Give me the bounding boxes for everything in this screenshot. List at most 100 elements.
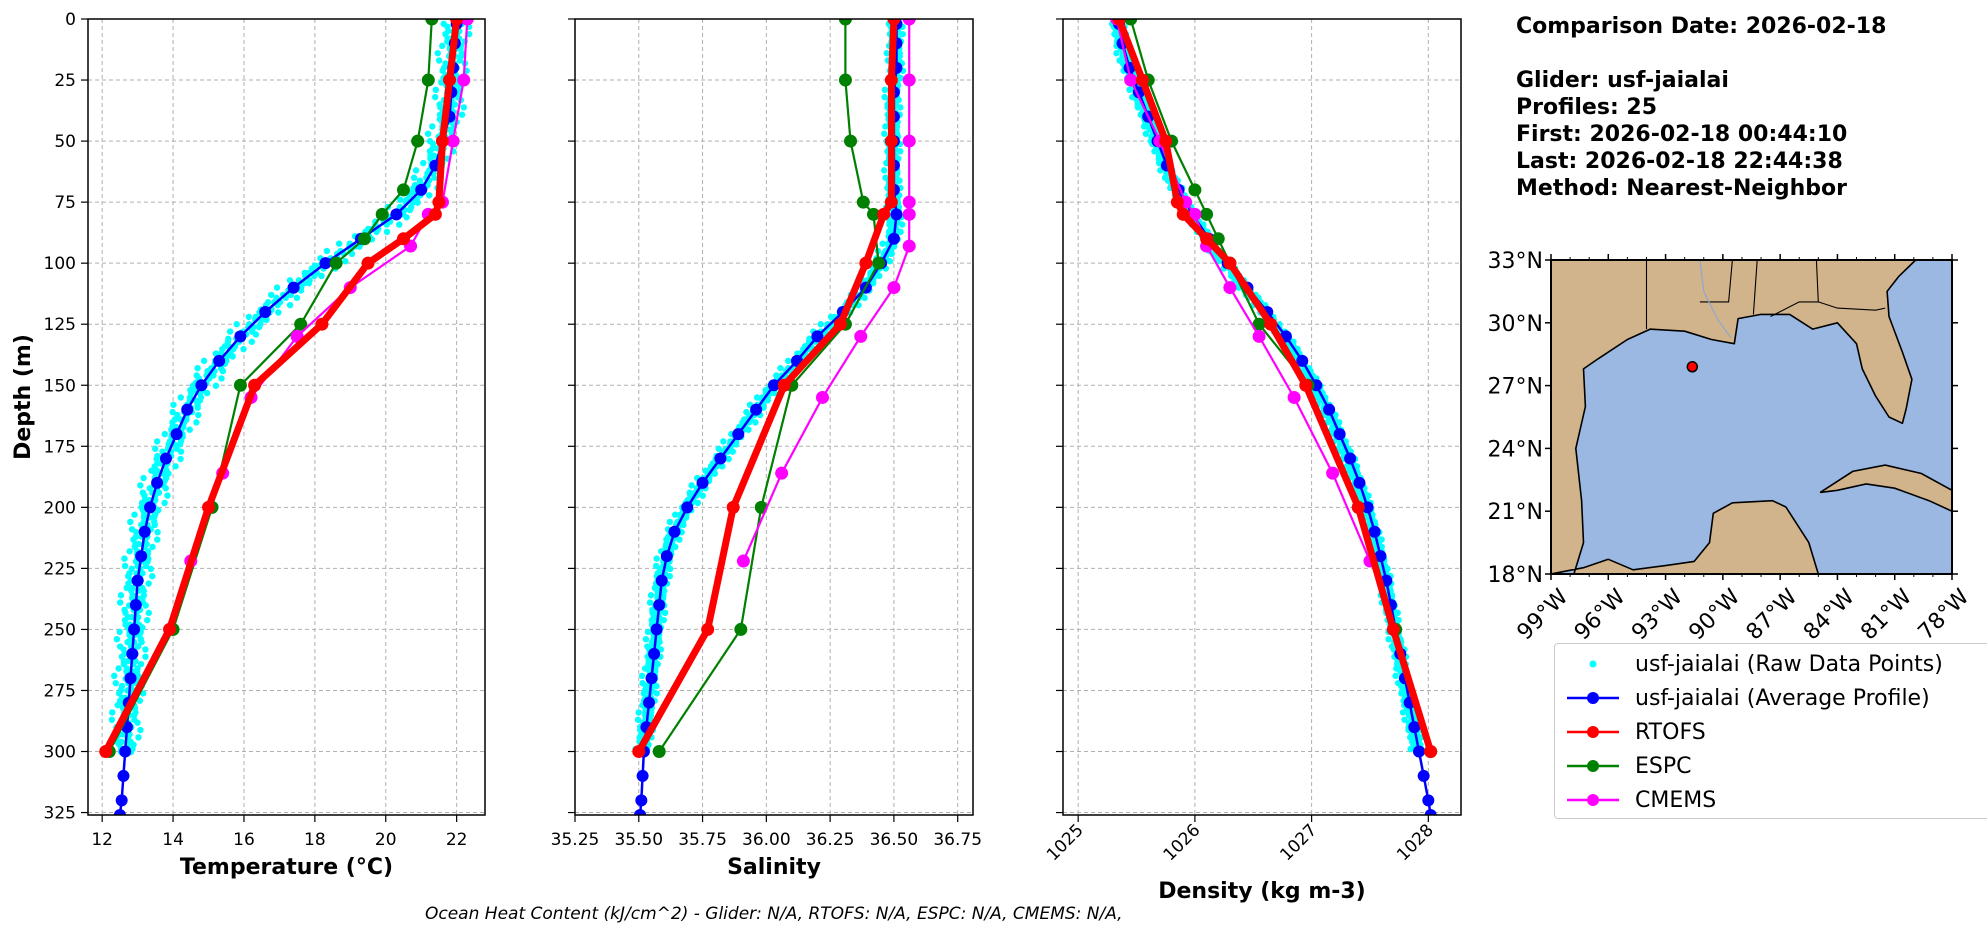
raw-data-point [896, 177, 903, 184]
x-tick-label: 35.50 [614, 830, 663, 850]
raw-data-point [1126, 86, 1133, 94]
series-point-glider [887, 232, 900, 245]
state-border [1818, 301, 1886, 311]
series-point-espc [867, 207, 880, 221]
series-point-espc [838, 73, 852, 87]
x-tick-label: 18 [304, 830, 326, 850]
y-tick-label: 200 [44, 498, 76, 518]
series-point-glider [129, 599, 142, 612]
legend-swatch-raw [1565, 654, 1621, 674]
series-point-espc [421, 73, 435, 87]
legend-swatch-rtofs [1565, 722, 1621, 742]
raw-data-point [458, 111, 466, 118]
raw-data-point [752, 419, 759, 426]
x-tick-label: 36.50 [870, 830, 919, 850]
series-point-rtofs [1424, 745, 1438, 759]
raw-data-point [240, 345, 247, 353]
y-tick-label: 325 [44, 804, 76, 824]
raw-data-point [135, 734, 142, 741]
series-point-rtofs [1299, 378, 1313, 392]
legend-swatch-graphic [1589, 660, 1597, 668]
raw-data-point [897, 104, 904, 111]
y-tick-label: 150 [44, 376, 76, 396]
raw-data-point [439, 42, 446, 50]
raw-data-point [881, 93, 888, 101]
legend-swatch-graphic [1567, 692, 1619, 704]
raw-data-point [784, 357, 792, 365]
series-point-cmems [902, 195, 916, 209]
raw-data-point [286, 277, 294, 284]
raw-data-point [335, 240, 343, 247]
series-point-glider [1422, 794, 1435, 807]
raw-data-point [881, 86, 889, 94]
raw-data-point [161, 430, 168, 438]
series-point-glider [115, 794, 128, 807]
raw-data-point [642, 635, 650, 643]
raw-data-point [879, 240, 886, 247]
raw-data-point [229, 353, 236, 360]
series-point-glider [714, 452, 727, 465]
raw-data-point [210, 372, 217, 379]
y-tick-label: 75 [54, 193, 76, 213]
raw-data-point [131, 511, 138, 518]
comparison-date: Comparison Date: 2026-02-18 [1516, 14, 1887, 39]
y-tick-label: 225 [44, 559, 76, 579]
legend-swatch-graphic [1567, 794, 1619, 806]
y-tick-label: 300 [44, 743, 76, 763]
raw-data-point [666, 573, 673, 580]
raw-data-point [396, 221, 403, 228]
series-line-rtofs [102, 19, 461, 754]
ocean [1551, 260, 1952, 574]
series-point-glider [1353, 476, 1366, 489]
raw-data-point [882, 123, 889, 130]
series-point-glider [750, 403, 763, 416]
x-axis-label: Density (kg m-3) [1158, 879, 1366, 904]
legend-marker [1587, 794, 1599, 806]
raw-data-point [161, 499, 168, 507]
raw-data-point [694, 499, 702, 507]
raw-data-point [293, 294, 301, 302]
raw-data-point [410, 174, 418, 181]
series-point-rtofs [432, 195, 446, 209]
raw-data-point [191, 386, 198, 394]
map-lat-label: 30°N [1488, 312, 1543, 337]
legend-label-raw: usf-jaialai (Raw Data Points) [1635, 651, 1943, 677]
raw-data-point [177, 448, 185, 455]
last-profile-time: Last: 2026-02-18 22:44:38 [1516, 149, 1843, 174]
series-point-rtofs [884, 134, 898, 148]
series-point-rtofs [777, 378, 791, 392]
series-point-glider [119, 745, 132, 758]
raw-data-point [129, 592, 136, 599]
series-point-glider [195, 379, 208, 392]
glider-name: Glider: usf-jaialai [1516, 68, 1729, 93]
series-point-glider [732, 428, 745, 441]
raw-data-point [431, 93, 439, 101]
series-point-glider [259, 306, 272, 319]
raw-data-point [177, 394, 184, 401]
raw-data-point [142, 646, 149, 653]
raw-data-point [138, 638, 145, 646]
raw-data-point [431, 174, 438, 181]
series-point-cmems [902, 239, 916, 253]
raw-data-point [897, 228, 904, 236]
series-point-glider [634, 809, 647, 815]
raw-data-point [112, 679, 119, 687]
raw-data-point [638, 672, 646, 680]
map-lon-label: 90°W [1684, 584, 1745, 645]
series-point-espc [838, 19, 852, 26]
series-point-cmems [775, 466, 789, 480]
raw-data-point [435, 57, 443, 64]
series-point-rtofs [1176, 207, 1190, 221]
series-point-glider [131, 574, 144, 587]
raw-data-point [195, 411, 202, 419]
raw-data-point [134, 614, 142, 621]
y-tick-label: 0 [65, 10, 76, 30]
x-axis-label: Salinity [727, 855, 821, 880]
series-point-rtofs [435, 134, 449, 148]
legend-item-espc: ESPC [1565, 751, 1692, 781]
map-lon-label: 96°W [1570, 584, 1631, 645]
map-lat-label: 18°N [1488, 563, 1543, 588]
chart-panel-1: 0 25 50 75 100 125 150 175 200 225 250 275 300 325 12 1… [11, 10, 486, 880]
series-point-glider [128, 623, 141, 636]
raw-data-point [172, 463, 179, 470]
